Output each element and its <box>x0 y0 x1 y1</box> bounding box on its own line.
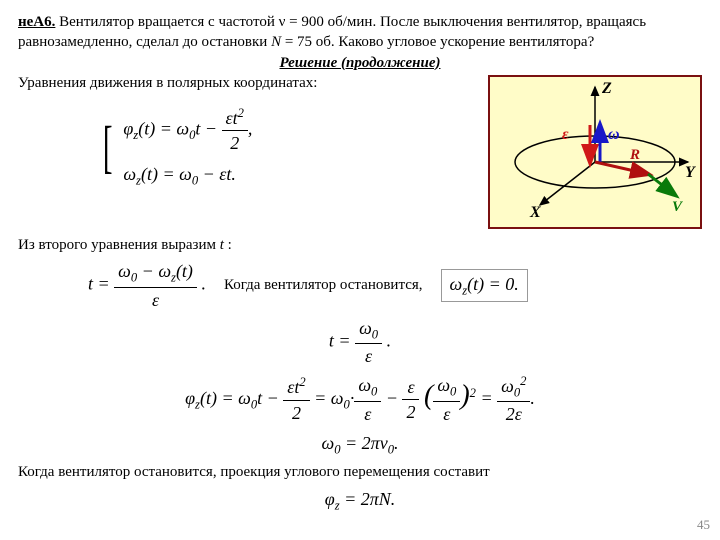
eq-phi-chain: φz(t) = ω0t − εt22 = ω0·ω0ε − ε2 (ω0ε)2 … <box>18 373 702 427</box>
eq-t-w0e: t = ω0ε . <box>18 316 702 369</box>
problem-ref: неА6. <box>18 14 55 30</box>
colon: : <box>224 237 232 253</box>
when-stop-text: Когда вентилятор остановится, <box>224 275 423 295</box>
eq-phi-2piN: φz = 2πN. <box>18 487 702 515</box>
final-line-text: Когда вентилятор остановится, проекция у… <box>18 462 702 482</box>
eq-w0-2pi: ω0 = 2πν0. <box>18 431 702 459</box>
svg-text:R: R <box>629 147 640 163</box>
system-bracket: [ <box>103 118 113 176</box>
eq-t-expr: t = ω0 − ωz(t)ε . <box>88 259 206 312</box>
eq-wz-zero: ωz(t) = 0. <box>441 269 528 303</box>
page-number: 45 <box>697 516 710 534</box>
svg-text:ε: ε <box>562 126 569 143</box>
express-t-text: Из второго уравнения выразим <box>18 237 220 253</box>
svg-text:ω: ω <box>608 126 620 143</box>
axes-diagram: Z Y X ε ω R V <box>488 75 702 229</box>
svg-text:Z: Z <box>601 80 612 97</box>
problem-text-2: = 75 об. Каково угловое ускорение вентил… <box>281 34 594 50</box>
svg-text:X: X <box>529 204 541 221</box>
solution-header: Решение (продолжение) <box>280 55 441 71</box>
svg-text:V: V <box>672 199 684 215</box>
equation-system: φz(t) = ω0t − εt22, ωz(t) = ω0 − εt. <box>123 99 252 195</box>
svg-text:Y: Y <box>685 164 696 181</box>
n-label: N <box>271 34 281 50</box>
